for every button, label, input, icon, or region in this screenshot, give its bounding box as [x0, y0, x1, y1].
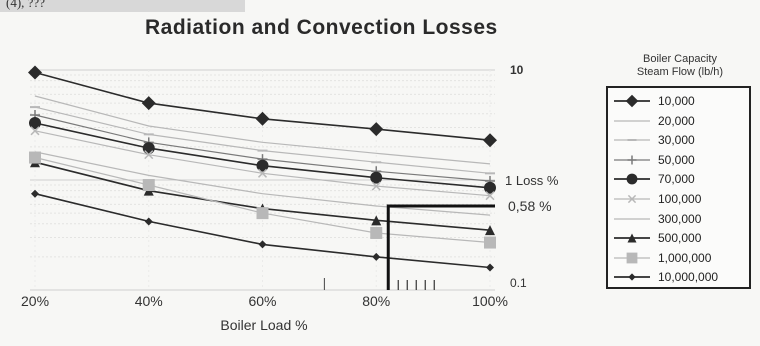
legend-swatch-marker [627, 155, 637, 165]
legend-swatch-marker [626, 173, 638, 185]
data-point-70000-40pct [142, 142, 155, 155]
data-point-100000-20pct [30, 126, 40, 136]
data-point-10000000-80pct [372, 252, 381, 261]
legend-swatch [614, 194, 650, 204]
legend-swatch [614, 273, 650, 281]
legend-label: 500,000 [658, 231, 702, 246]
data-point-70000-20pct [29, 116, 41, 129]
gridlines [30, 69, 495, 291]
y-tick-label: 1 Loss % [505, 173, 559, 188]
data-point-10000-60pct [255, 111, 270, 126]
legend-item: 1,000,000 [608, 249, 749, 267]
legend-swatch [614, 233, 650, 243]
data-point-10000-100pct [483, 133, 497, 148]
legend-swatch-marker [627, 194, 637, 204]
data-point-70000-100pct [484, 181, 496, 194]
series-markers [28, 65, 497, 272]
series-line-20000 [34, 95, 491, 165]
y-tick-label: 10 [510, 63, 524, 77]
legend-item: 30,000 [608, 131, 749, 149]
x-axis-label: Boiler Load % [220, 317, 307, 333]
legend-item: 70,000 [608, 170, 749, 188]
legend-swatch-marker [628, 273, 636, 281]
data-point-10000000-100pct [486, 263, 494, 272]
legend-label: 30,000 [658, 133, 695, 148]
data-point-10000-40pct [141, 96, 156, 111]
chart-title: Radiation and Convection Losses [145, 16, 498, 39]
axis-ticks: 20% 40% 60% 80% 100% 10 1 Loss % 0.1 0,58 % Boile… [21, 63, 559, 333]
legend-item: 50,000 [608, 151, 749, 169]
data-point-1000000-80pct [370, 226, 383, 239]
legend-swatch-marker [625, 94, 639, 108]
legend-swatch [614, 94, 650, 108]
legend-title: Boiler Capacity Steam Flow (lb/h) [603, 53, 757, 79]
data-point-100000-80pct [371, 181, 381, 191]
legend-label: 300,000 [658, 211, 702, 226]
data-point-500000-80pct [371, 215, 382, 226]
legend-swatch-marker [626, 252, 638, 264]
legend-label: 10,000 [658, 94, 695, 108]
legend-label: 100,000 [658, 192, 702, 206]
legend-swatch [614, 119, 650, 122]
data-point-1000000-100pct [484, 236, 496, 249]
data-point-100000-100pct [485, 191, 495, 201]
x-tick-label: 60% [248, 293, 276, 309]
legend-label: 50,000 [658, 152, 695, 167]
legend-swatch [614, 217, 650, 220]
x-tick-label: 40% [135, 293, 163, 309]
legend-item: 20,000 [608, 112, 749, 130]
legend-label: 20,000 [658, 113, 695, 128]
reference-annotation [323, 204, 495, 290]
legend-swatch [614, 252, 650, 264]
series-line-300000 [34, 151, 491, 216]
legend-item: 300,000 [608, 210, 749, 228]
data-point-70000-80pct [370, 171, 383, 184]
legend-title-line1: Boiler Capacity [643, 53, 717, 65]
x-tick-label: 100% [472, 293, 508, 309]
legend-label: 70,000 [658, 172, 695, 187]
x-tick-label: 80% [362, 293, 390, 309]
data-point-100000-60pct [257, 168, 268, 178]
data-point-70000-60pct [256, 159, 269, 172]
data-point-10000000-20pct [31, 189, 39, 198]
legend-swatch-marker [627, 233, 637, 243]
data-point-10000000-40pct [144, 217, 153, 226]
cropped-caption-text: (4), ??? [6, 0, 45, 10]
legend: 10,000 20,000 30,000 50,000 70,000 100,000 300… [606, 86, 751, 289]
x-tick-label: 20% [21, 293, 49, 309]
data-point-1000000-20pct [29, 151, 41, 164]
legend-label: 10,000,000 [658, 270, 719, 285]
y-tick-label: 0.1 [510, 276, 527, 290]
legend-item: 10,000,000 [608, 268, 749, 286]
legend-swatch [614, 155, 650, 165]
legend-label: 1,000,000 [658, 250, 712, 265]
legend-item: 500,000 [608, 229, 749, 247]
data-point-10000-20pct [28, 65, 42, 80]
reference-marker-line [386, 204, 495, 290]
reference-value-label: 0,58 % [508, 198, 552, 214]
legend-swatch [614, 173, 650, 185]
legend-item: 100,000 [608, 190, 749, 208]
data-point-100000-40pct [144, 150, 154, 160]
data-point-10000-80pct [369, 122, 384, 137]
legend-title-line2: Steam Flow (lb/h) [636, 66, 724, 78]
data-point-1000000-40pct [142, 179, 155, 192]
legend-swatch [614, 139, 650, 142]
data-point-500000-100pct [485, 225, 495, 236]
cropped-caption-strip: (4), ??? [0, 0, 245, 12]
data-point-1000000-60pct [256, 207, 269, 220]
data-point-10000000-60pct [258, 240, 267, 249]
legend-item: 10,000 [608, 92, 749, 110]
